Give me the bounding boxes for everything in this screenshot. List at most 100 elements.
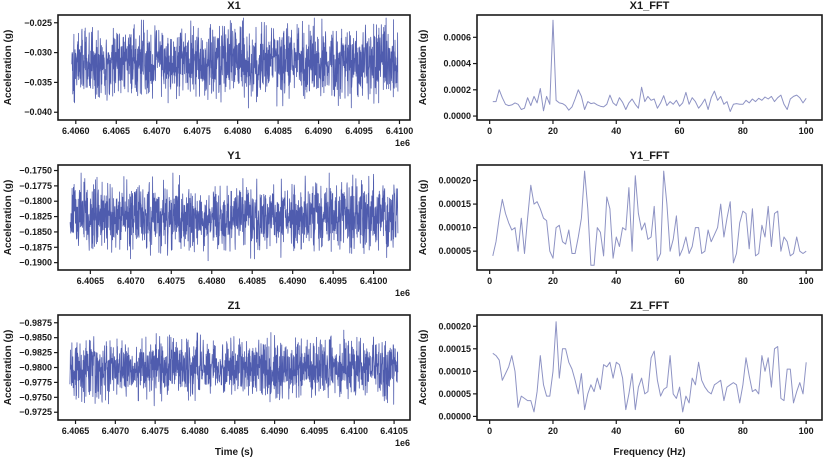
x-tick-label: 6.4095 [301,426,329,436]
axis-offset-text: 1e6 [395,138,410,148]
chart-title: Z1_FFT [630,300,669,312]
chart-x1_fft: 0 20 40 60 80 100 0.0000 0.0002 0.0004 0.0006 X1_F… [418,0,823,136]
y-tick-label: −0.9725 [19,407,52,417]
y-axis-label: Acceleration (g) [3,330,14,406]
panel-x1-time: 6.4060 6.4065 6.4070 6.4075 6.4080 6.4085 6.40… [0,0,415,150]
x-tick-label: 6.4085 [238,276,266,286]
y-axis-label: Acceleration (g) [418,180,429,256]
fft-trace [492,170,807,266]
x-tick-label: 100 [799,126,814,136]
y-tick-label: 0.00005 [438,246,471,256]
chart-title: Y1 [227,150,240,162]
x-tick-label: 6.4100 [386,126,414,136]
chart-x1: 6.4060 6.4065 6.4070 6.4075 6.4080 6.4085 6.40… [3,0,414,148]
x-tick-label: 80 [738,426,748,436]
chart-y1_fft: 0 20 40 60 80 100 0.00005 0.00010 0.00015 0.00020… [418,150,823,286]
plot-frame [476,314,823,421]
plot-frame [57,14,411,121]
x-tick-label: 6.4095 [319,276,347,286]
time-signal-trace [69,172,399,262]
x-tick-label: 40 [611,126,621,136]
x-tick-label: 100 [799,276,814,286]
x-tick-label: 60 [675,276,685,286]
panel-x1-fft: 0 20 40 60 80 100 0.0000 0.0002 0.0004 0.0006 X1_F… [415,0,830,150]
x-tick-label: 6.4075 [183,126,211,136]
x-tick-label: 80 [738,126,748,136]
x-tick-label: 20 [548,276,558,286]
plot-frame [57,164,411,271]
panel-z1-fft: 0 20 40 60 80 100 0.00000 0.00005 0.00010 0.00015… [415,300,830,460]
y-axis-label: Acceleration (g) [418,30,429,106]
x-tick-label: 6.4070 [117,276,145,286]
fft-trace [492,321,807,413]
y-tick-label: −0.1800 [19,196,52,206]
y-tick-label: 0.0000 [443,111,471,121]
x-tick-label: 6.4100 [360,276,388,286]
x-tick-label: 6.4065 [102,126,130,136]
x-tick-label: 6.4090 [261,426,289,436]
x-tick-label: 0 [487,276,492,286]
chart-y1: 6.4065 6.4070 6.4075 6.4080 6.4085 6.4090 6.40… [3,150,411,298]
x-tick-label: 6.4090 [279,276,307,286]
y-tick-label: −0.1775 [19,181,52,191]
y-tick-label: −0.1850 [19,227,52,237]
y-tick-label: −0.9750 [19,392,52,402]
y-tick-label: −0.035 [24,77,52,87]
x-tick-label: 6.4100 [340,426,368,436]
chart-z1_fft: 0 20 40 60 80 100 0.00000 0.00005 0.00010 0.00015… [418,300,823,458]
y-tick-label: −0.9850 [19,333,52,343]
y-tick-label: −0.040 [24,107,52,117]
x-tick-label: 6.4095 [345,126,373,136]
y-tick-label: 0.00015 [438,344,471,354]
x-tick-label: 6.4085 [264,126,292,136]
x-tick-label: 6.4065 [77,276,105,286]
y-tick-label: 0.00000 [438,411,471,421]
plot-frame [476,164,823,271]
panel-z1-time: 6.4065 6.4070 6.4075 6.4080 6.4085 6.4090 6.40… [0,300,415,460]
x-tick-label: 0 [487,426,492,436]
x-tick-label: 6.4070 [102,426,130,436]
y-tick-label: 0.00015 [438,199,471,209]
time-signal-trace [71,17,399,109]
plot-frame [476,14,823,121]
x-tick-label: 40 [611,276,621,286]
y-tick-label: −0.025 [24,18,52,28]
x-tick-label: 60 [675,426,685,436]
y-tick-label: −0.1900 [19,258,52,268]
x-tick-label: 6.4060 [62,126,90,136]
y-tick-label: 0.00020 [438,176,471,186]
y-tick-label: 0.0004 [443,59,471,69]
y-tick-label: 0.0002 [443,85,471,95]
chart-z1: 6.4065 6.4070 6.4075 6.4080 6.4085 6.4090 6.40… [3,300,411,458]
chart-title: Z1 [228,300,241,312]
x-tick-label: 20 [548,426,558,436]
x-axis-label: Time (s) [215,447,253,458]
x-tick-label: 6.4085 [221,426,249,436]
x-tick-label: 6.4080 [198,276,226,286]
x-tick-label: 6.4080 [181,426,209,436]
x-tick-label: 6.4075 [141,426,169,436]
axis-offset-text: 1e6 [395,288,410,298]
panel-y1-fft: 0 20 40 60 80 100 0.00005 0.00010 0.00015 0.00020… [415,150,830,300]
y-tick-label: 0.00020 [438,321,471,331]
y-tick-label: −0.9825 [19,348,52,358]
y-tick-label: 0.00010 [438,366,471,376]
time-signal-trace [69,329,399,407]
x-tick-label: 20 [548,126,558,136]
y-axis-label: Acceleration (g) [418,330,429,406]
y-tick-label: −0.030 [24,48,52,58]
x-tick-label: 6.4070 [143,126,171,136]
y-tick-label: −0.1825 [19,212,52,222]
chart-title: X1 [227,0,240,12]
x-tick-label: 6.4105 [380,426,408,436]
x-tick-label: 6.4080 [224,126,252,136]
x-tick-label: 40 [611,426,621,436]
x-axis-label: Frequency (Hz) [613,447,685,458]
y-tick-label: −0.1750 [19,166,52,176]
panel-y1-time: 6.4065 6.4070 6.4075 6.4080 6.4085 6.4090 6.40… [0,150,415,300]
y-tick-label: −0.1875 [19,242,52,252]
y-tick-label: 0.00010 [438,223,471,233]
chart-title: Y1_FFT [630,150,670,162]
x-tick-label: 6.4065 [62,426,90,436]
